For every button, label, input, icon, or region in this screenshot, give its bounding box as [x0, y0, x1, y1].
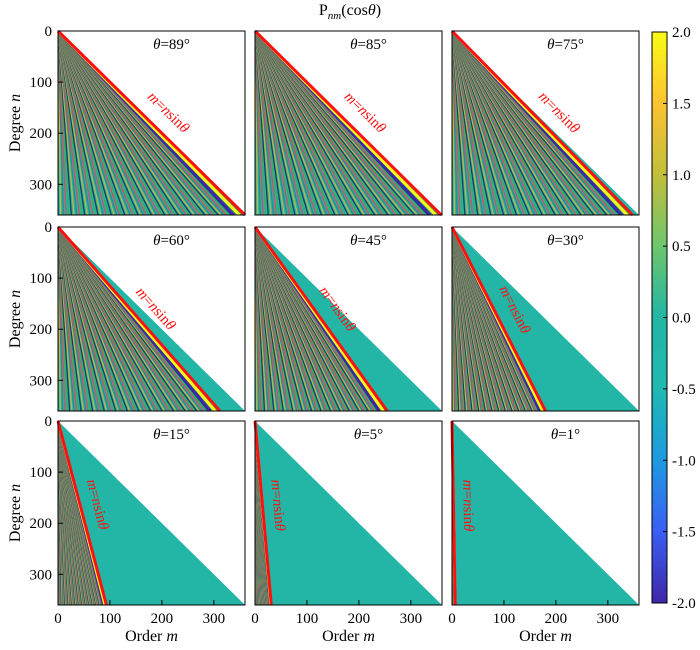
x-tick-label: 300 — [203, 611, 226, 627]
panel-frame — [254, 226, 443, 412]
y-tick-label: 300 — [30, 567, 53, 583]
panel-frame — [57, 226, 246, 412]
boundary-label: m=nsinθ — [267, 479, 288, 533]
panel-theta-85: θ=85°m=nsinθ — [253, 29, 443, 217]
x-tick-label: 200 — [348, 611, 371, 627]
evanescent-region — [58, 421, 245, 605]
theta-label: θ=75° — [547, 37, 584, 53]
x-tick-label: 200 — [545, 611, 568, 627]
y-tick-label: 0 — [45, 24, 53, 40]
y-tick-label: 0 — [45, 220, 53, 236]
boundary-label: m=nsinθ — [144, 89, 193, 137]
theta-label: θ=30° — [547, 233, 584, 249]
boundary-line — [450, 420, 457, 606]
y-tick-label: 100 — [30, 271, 53, 287]
theta-label: θ=1° — [551, 427, 580, 443]
panel-theta-45: θ=45° m=nsinθ — [253, 226, 443, 412]
theta-label: θ=85° — [350, 37, 387, 53]
theta-label: θ=45° — [350, 233, 387, 249]
axis-labels: Degree n Degree n Degree n Order m Order m Or… — [7, 94, 572, 645]
y-tick-label: 100 — [30, 465, 53, 481]
x-tick-label: 200 — [151, 611, 174, 627]
x-axis-label: Order m — [125, 628, 178, 645]
oscillation-stripes — [452, 31, 631, 215]
x-tick-label: 100 — [296, 611, 319, 627]
panel-theta-30: θ=30°m=nsinθ — [450, 226, 640, 412]
y-tick-label: 0 — [45, 414, 53, 430]
boundary-label: m=nsinθ — [132, 284, 179, 334]
boundary-line — [253, 29, 443, 217]
y-tick-label: 300 — [30, 177, 53, 193]
panel-theta-89: θ=89° m=nsinθ 0 100 200 300 — [30, 24, 247, 217]
boundary-line — [56, 226, 222, 412]
y-tick-label: 200 — [30, 126, 53, 142]
y-axis-label: Degree n — [7, 290, 24, 348]
x-axis-label: Order m — [519, 628, 572, 645]
boundary-line — [253, 226, 389, 412]
panel-theta-15: θ=15° m=nsinθ 0 100 200 300 0 100 200 300 — [30, 414, 246, 627]
boundary-line — [56, 420, 108, 606]
panel-frame — [254, 420, 443, 606]
evanescent-region — [452, 421, 639, 605]
y-axis-label: Degree n — [7, 94, 24, 152]
panel-frame — [57, 420, 246, 606]
x-tick-label: 0 — [448, 611, 456, 627]
boundary-line — [450, 29, 634, 217]
x-tick-label: 100 — [99, 611, 122, 627]
colorbar-tick-label: 1.5 — [672, 96, 691, 112]
panel-grid: θ=89°m=nsinθ0100200300θ=85°m=nsinθθ=75°m… — [30, 24, 640, 627]
panel-theta-60: θ=60° m=nsinθ 0 100 200 300 — [30, 220, 246, 412]
boundary-label: m=nsinθ — [459, 480, 476, 533]
panel-theta-75: θ=75°m=nsinθ — [450, 29, 640, 217]
title-overbar: ‾ — [331, 0, 337, 5]
colorbar-tick-label: 2.0 — [672, 25, 691, 41]
oscillation-stripes — [255, 31, 440, 215]
y-tick-label: 200 — [30, 322, 53, 338]
x-tick-label: 300 — [400, 611, 423, 627]
x-tick-label: 100 — [493, 611, 516, 627]
y-tick-label: 300 — [30, 373, 53, 389]
theta-label: θ=5° — [354, 427, 383, 443]
boundary-line — [450, 226, 547, 412]
y-tick-label: 100 — [30, 75, 53, 91]
oscillation-stripes — [58, 227, 219, 411]
colorbar-tick-label: 0.5 — [672, 239, 691, 255]
boundary-line — [56, 29, 247, 217]
colorbar-tick-label: 1.0 — [672, 168, 691, 184]
y-tick-label: 200 — [30, 516, 53, 532]
boundary-line — [253, 420, 273, 606]
colorbar-tick-label: -1.5 — [672, 525, 696, 541]
panel-frame — [57, 30, 246, 216]
x-axis-label: Order m — [322, 628, 375, 645]
colorbar-tick-label: -2.0 — [672, 596, 696, 612]
colorbar: 2.0 1.5 1.0 0.5 0.0 -0.5 -1.0 -1.5 -2.0 — [651, 25, 696, 612]
theta-label: θ=89° — [153, 37, 190, 53]
boundary-label: m=nsinθ — [315, 284, 359, 336]
evanescent-region — [255, 227, 442, 411]
boundary-label: m=nsinθ — [83, 478, 112, 533]
panel-frame — [451, 420, 640, 606]
panel-frame — [451, 30, 640, 216]
y-axis-label: Degree n — [7, 484, 24, 542]
theta-label: θ=60° — [153, 233, 190, 249]
panel-theta-5: θ=5° m=nsinθ 0 100 200 300 — [251, 420, 443, 627]
x-tick-label: 0 — [54, 611, 62, 627]
panel-frame — [254, 30, 443, 216]
colorbar-tick-label: 0.0 — [672, 311, 691, 327]
panel-frame — [451, 226, 640, 412]
x-tick-label: 0 — [251, 611, 259, 627]
panel-theta-1: θ=1° m=nsinθ 0 100 200 300 — [448, 420, 640, 627]
colorbar-tick-label: -0.5 — [672, 382, 696, 398]
colorbar-tick-label: -1.0 — [672, 453, 696, 469]
oscillation-stripes — [58, 31, 243, 215]
chart-title: Pnm(cosθ) — [319, 2, 381, 22]
evanescent-region — [255, 421, 442, 605]
theta-label: θ=15° — [153, 427, 190, 443]
x-tick-label: 300 — [597, 611, 620, 627]
evanescent-region — [452, 227, 639, 411]
evanescent-region — [58, 227, 245, 411]
